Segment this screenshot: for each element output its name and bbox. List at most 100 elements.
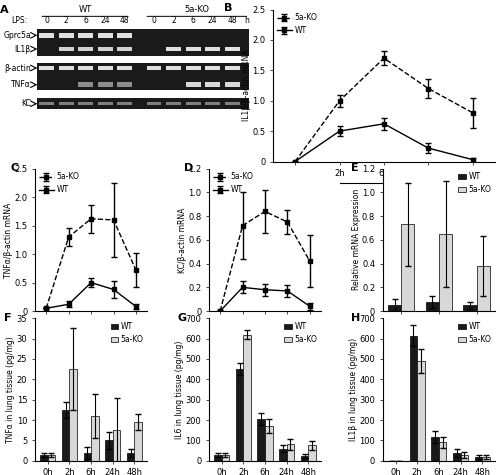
Y-axis label: KC/β-actin mRNA: KC/β-actin mRNA [178,207,186,273]
Text: LPS:: LPS: [11,17,28,25]
Text: E: E [352,163,359,173]
Bar [265,426,272,461]
Text: LPS: LPS [268,342,284,352]
Bar [206,66,220,70]
Y-axis label: IL6 in lung tissue (pg/mg): IL6 in lung tissue (pg/mg) [175,340,184,439]
Bar [78,82,93,87]
Bar [244,334,251,461]
Bar [417,361,425,461]
Bar [147,66,162,70]
Bar [225,82,240,87]
Text: β-actin: β-actin [4,64,31,73]
Text: 2: 2 [64,17,68,25]
Text: 24: 24 [100,17,110,25]
Bar [98,102,112,105]
Bar [78,102,93,105]
Bar [308,446,316,461]
Bar [78,47,93,51]
Bar [166,102,181,105]
Legend: WT, 5a-KO: WT, 5a-KO [110,322,144,344]
Legend: 5a-KO, WT: 5a-KO, WT [276,13,317,35]
Bar [118,33,132,38]
Bar [98,33,112,38]
Bar [91,416,98,461]
Text: C: C [10,163,18,173]
Y-axis label: TNFα/β-actin mRNA: TNFα/β-actin mRNA [4,202,13,277]
Bar [432,437,439,461]
Y-axis label: Relative mRNA Expression: Relative mRNA Expression [352,189,360,291]
Bar [118,82,132,87]
Bar [388,305,401,311]
Legend: WT, 5a-KO: WT, 5a-KO [458,322,491,344]
Bar [98,47,112,51]
Bar [460,455,468,461]
Text: D: D [184,163,194,173]
Bar [40,455,48,461]
Text: 6: 6 [84,17,88,25]
Bar [410,335,417,461]
Bar [166,66,181,70]
Text: Gprc5a: Gprc5a [3,31,31,40]
Bar [214,455,222,461]
Text: 24: 24 [208,17,218,25]
Bar [401,225,414,311]
Bar [453,453,460,461]
Bar [113,430,120,461]
Bar [59,66,74,70]
Bar [98,66,112,70]
Text: h: h [244,17,250,25]
Bar [37,98,250,109]
Bar [439,234,452,311]
Text: 0: 0 [152,17,156,25]
Bar [482,457,490,461]
Bar [84,453,91,461]
Bar [98,82,112,87]
Bar [78,66,93,70]
Y-axis label: IL1β/β-actin mRNA: IL1β/β-actin mRNA [242,50,251,121]
Text: 48: 48 [120,17,130,25]
Bar [59,47,74,51]
Bar [37,28,250,56]
Bar [236,369,244,461]
X-axis label: LPS-48 h: LPS-48 h [420,333,457,342]
Legend: WT, 5a-KO: WT, 5a-KO [284,322,318,344]
Bar [476,266,490,311]
Text: TNFα: TNFα [11,80,31,89]
Bar [118,66,132,70]
Bar [225,66,240,70]
Text: LPS: LPS [94,342,110,352]
Bar [118,47,132,51]
Bar [40,102,54,105]
Bar [37,63,250,90]
Bar [48,455,56,461]
Text: 0: 0 [44,17,49,25]
Bar [426,302,439,311]
Text: F: F [4,313,11,323]
Bar [286,445,294,461]
Legend: 5a-KO, WT: 5a-KO, WT [39,172,80,194]
Bar [186,47,200,51]
Text: 2: 2 [172,17,176,25]
Text: A: A [0,5,9,15]
Text: G: G [178,313,186,323]
Bar [147,102,162,105]
Bar [70,369,77,461]
Text: LPS: LPS [398,195,414,204]
Bar [258,419,265,461]
Bar [186,102,200,105]
Legend: 5a-KO, WT: 5a-KO, WT [212,172,253,194]
Bar [59,102,74,105]
Bar [166,47,181,51]
Bar [40,66,54,70]
Bar [225,102,240,105]
Text: KC: KC [21,99,31,108]
Bar [40,33,54,38]
Y-axis label: TNFα in lung tissue (pg/mg): TNFα in lung tissue (pg/mg) [6,336,16,443]
Bar [127,453,134,461]
Text: H: H [352,313,360,323]
Bar [186,82,200,87]
Bar [464,305,476,311]
Y-axis label: IL1β in lung tissue (pg/mg): IL1β in lung tissue (pg/mg) [349,338,358,441]
Bar [134,422,142,461]
Text: 48: 48 [228,17,237,25]
